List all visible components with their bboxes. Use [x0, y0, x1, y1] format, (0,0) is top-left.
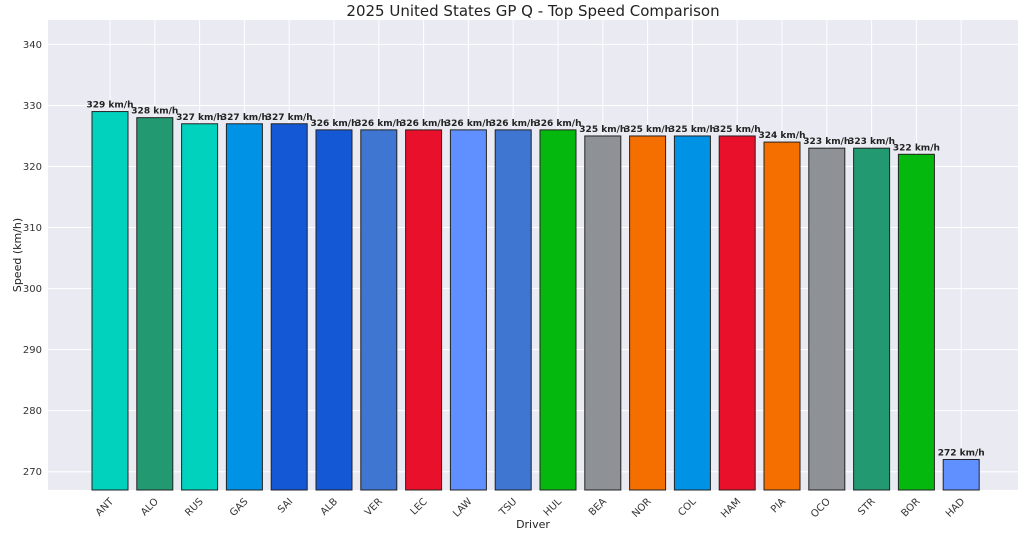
y-tick-label: 280: [23, 406, 42, 417]
bar-lec: [405, 129, 443, 491]
bar-ver: [360, 129, 398, 491]
y-tick-label: 290: [23, 345, 42, 356]
value-label-str: 323 km/h: [848, 137, 895, 147]
bar-alb: [315, 129, 353, 491]
y-tick-label: 310: [23, 223, 42, 234]
bar-gas: [225, 123, 263, 491]
x-axis-ticks: ANT ALO RUS GAS SAI ALB VER LEC LAW TSU HUL BEA NOR C…: [94, 496, 968, 521]
bar-bor: [897, 153, 935, 491]
bar-law: [449, 129, 487, 491]
value-label-col: 325 km/h: [669, 125, 716, 135]
bar-col: [673, 135, 711, 491]
bar-ant: [91, 111, 129, 491]
value-label-had: 272 km/h: [938, 448, 985, 458]
x-tick-label-alb: ALB: [319, 496, 341, 518]
bar-nor: [629, 135, 667, 491]
x-tick-label-ham: HAM: [719, 496, 743, 520]
y-tick-label: 320: [23, 162, 42, 173]
x-tick-label-col: COL: [676, 496, 699, 519]
x-tick-label-nor: NOR: [630, 496, 654, 520]
bar-alo: [136, 117, 174, 491]
x-tick-label-law: LAW: [451, 496, 474, 519]
x-tick-label-had: HAD: [944, 496, 968, 520]
bar-sai: [270, 123, 308, 491]
value-label-gas: 327 km/h: [221, 113, 268, 123]
value-label-ver: 326 km/h: [355, 119, 402, 129]
x-tick-label-alo: ALO: [139, 496, 161, 518]
value-label-ant: 329 km/h: [87, 101, 134, 111]
value-label-alb: 326 km/h: [311, 119, 358, 129]
x-tick-label-str: STR: [856, 496, 878, 518]
bar-hul: [539, 129, 577, 491]
value-label-hul: 326 km/h: [535, 119, 582, 129]
bar-tsu: [494, 129, 532, 491]
x-tick-label-sai: SAI: [276, 496, 295, 515]
x-axis-label: Driver: [516, 518, 550, 531]
value-label-lec: 326 km/h: [400, 119, 447, 129]
value-label-rus: 327 km/h: [176, 113, 223, 123]
y-tick-label: 330: [23, 101, 42, 112]
x-tick-label-pia: PIA: [769, 496, 788, 515]
value-label-oco: 323 km/h: [803, 137, 850, 147]
value-label-law: 326 km/h: [445, 119, 492, 129]
bar-oco: [808, 147, 846, 491]
value-label-tsu: 326 km/h: [490, 119, 537, 129]
value-label-bea: 325 km/h: [579, 125, 626, 135]
bar-had: [942, 458, 980, 491]
x-tick-label-ver: VER: [363, 496, 385, 518]
bar-rus: [181, 123, 219, 491]
value-label-alo: 328 km/h: [131, 107, 178, 117]
x-tick-label-lec: LEC: [409, 496, 430, 517]
x-tick-label-ant: ANT: [94, 496, 117, 519]
x-tick-label-bor: BOR: [900, 496, 923, 519]
bar-str: [853, 147, 891, 491]
bar-ham: [718, 135, 756, 491]
x-tick-label-gas: GAS: [228, 496, 251, 519]
y-axis-label: Speed (km/h): [11, 218, 24, 292]
y-axis-ticks: 270 280 290 300 310 320 330 340: [23, 40, 42, 478]
value-label-bor: 322 km/h: [893, 143, 940, 153]
x-tick-label-rus: RUS: [183, 496, 205, 518]
y-tick-label: 340: [23, 40, 42, 51]
value-label-nor: 325 km/h: [624, 125, 671, 135]
x-tick-label-oco: OCO: [809, 496, 833, 520]
value-label-pia: 324 km/h: [759, 131, 806, 141]
bar-bea: [584, 135, 622, 491]
bars-group: [91, 111, 980, 491]
value-label-sai: 327 km/h: [266, 113, 313, 123]
x-tick-label-bea: BEA: [587, 496, 609, 518]
y-tick-label: 270: [23, 467, 42, 478]
bar-pia: [763, 141, 801, 491]
y-tick-label: 300: [23, 284, 42, 295]
x-tick-label-tsu: TSU: [497, 496, 519, 518]
value-label-ham: 325 km/h: [714, 125, 761, 135]
x-tick-label-hul: HUL: [542, 496, 565, 519]
chart-title: 2025 United States GP Q - Top Speed Comp…: [346, 2, 719, 20]
